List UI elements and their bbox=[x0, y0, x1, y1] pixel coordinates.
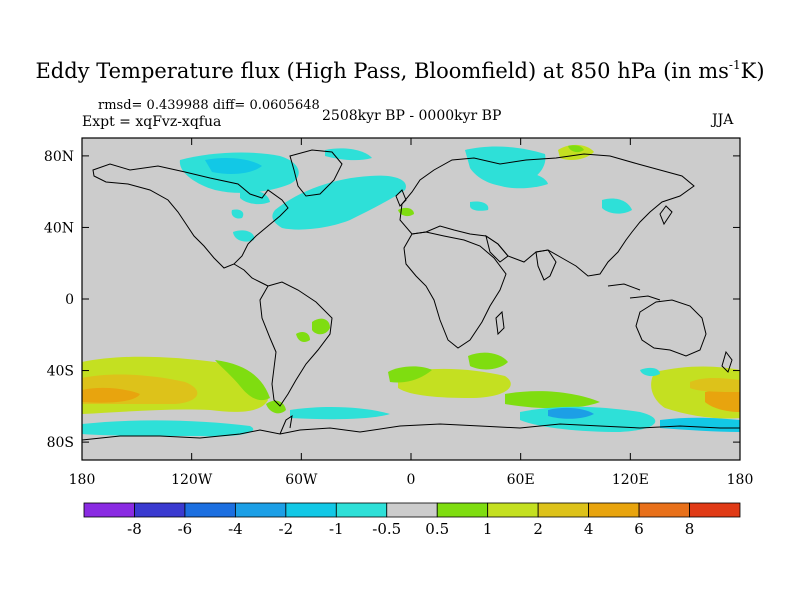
lon-label: 120W bbox=[171, 472, 213, 488]
coast-north-america bbox=[92, 163, 289, 269]
colorbar-label: -8 bbox=[127, 520, 142, 538]
chart-title-end: K) bbox=[740, 59, 765, 83]
coast-uk bbox=[395, 189, 407, 207]
coast-antarctic-peninsula bbox=[279, 414, 293, 435]
anomaly-patch-europe bbox=[398, 207, 414, 217]
colorbar-box bbox=[638, 502, 690, 518]
anomaly-patch-kara-edge bbox=[568, 145, 584, 153]
anomaly-patch-brazil-2 bbox=[296, 332, 310, 342]
chart-title-superscript: -1 bbox=[728, 58, 741, 72]
colorbar-box bbox=[285, 502, 337, 518]
colorbar-label: -2 bbox=[278, 520, 294, 538]
colorbar-box bbox=[436, 502, 489, 518]
anomaly-patch-south-australia-core bbox=[705, 389, 740, 412]
anomaly-patch-southern-pacific-neg bbox=[640, 367, 660, 377]
chart-title: Eddy Temperature flux (High Pass, Bloomf… bbox=[0, 58, 800, 83]
colorbar-box bbox=[184, 502, 236, 518]
coast-australia bbox=[635, 299, 707, 357]
experiment-label: Expt = xqFvz-xqfua bbox=[82, 114, 222, 130]
anomaly-patch-south-pacific-edge bbox=[215, 360, 270, 401]
anomaly-patch-hudson bbox=[240, 190, 270, 205]
coast-south-america bbox=[259, 281, 333, 407]
anomaly-patch-south-atlantic-edge bbox=[388, 366, 432, 383]
coast-new-zealand bbox=[721, 350, 733, 373]
colorbar-box bbox=[537, 502, 590, 518]
colorbar-label: -0.5 bbox=[372, 520, 402, 538]
map-background bbox=[82, 138, 740, 460]
lon-label: 180 bbox=[69, 472, 96, 488]
colorbar bbox=[83, 502, 741, 518]
anomaly-patch-south-indian bbox=[468, 352, 508, 370]
colorbar-label: 0.5 bbox=[425, 520, 450, 538]
coast-africa bbox=[403, 231, 507, 349]
chart-title-main: Eddy Temperature flux (High Pass, Bloomf… bbox=[35, 59, 729, 83]
lon-label: 0 bbox=[407, 472, 416, 488]
anomaly-patch-east-siberia bbox=[490, 169, 548, 189]
season-label: JJA bbox=[712, 112, 734, 128]
coast-arabia bbox=[485, 234, 509, 263]
coast-central-america bbox=[233, 263, 269, 287]
anomaly-patch-south-indian-2 bbox=[505, 391, 600, 409]
colorbar-box bbox=[588, 502, 640, 518]
colorbar-label: 4 bbox=[583, 520, 594, 538]
colorbar-label: -4 bbox=[228, 520, 243, 538]
longitude-axis: 180 120W 60W 0 60E 120E 180 bbox=[69, 138, 754, 488]
coast-japan bbox=[659, 205, 673, 226]
colorbar-label: 6 bbox=[634, 520, 644, 538]
coastlines bbox=[82, 149, 740, 441]
lat-label: 80N bbox=[44, 149, 74, 165]
colorbar-box bbox=[234, 502, 287, 518]
anomaly-patch-pacific-small bbox=[231, 209, 244, 219]
colorbar-label: 2 bbox=[533, 520, 543, 538]
lat-label: 80S bbox=[47, 435, 74, 451]
lon-label: 60W bbox=[285, 472, 318, 488]
colorbar-box bbox=[134, 502, 186, 518]
latitude-axis: 80N 40N 0 40S 80S bbox=[44, 149, 740, 451]
anomaly-field bbox=[82, 144, 740, 437]
lat-label: 40N bbox=[44, 220, 74, 236]
anomaly-patch-antarctic-atlantic bbox=[290, 407, 390, 420]
colorbar-label: 8 bbox=[684, 520, 695, 538]
anomaly-patch-antarctic-west bbox=[82, 420, 254, 437]
anomaly-patch-north-pacific-2 bbox=[470, 201, 489, 211]
lon-label: 120E bbox=[612, 472, 649, 488]
lat-label: 0 bbox=[65, 292, 74, 308]
coast-madagascar bbox=[495, 310, 505, 336]
colorbar-box bbox=[487, 502, 539, 518]
colorbar-box bbox=[83, 502, 135, 518]
stats-label: rmsd= 0.439988 diff= 0.0605648 bbox=[98, 98, 320, 113]
anomaly-patch-north-atlantic bbox=[272, 175, 406, 230]
colorbar-box bbox=[335, 502, 388, 518]
period-label: 2508kyr BP - 0000kyr BP bbox=[322, 108, 502, 124]
colorbar-label: -6 bbox=[177, 520, 193, 538]
anomaly-patch-north-pacific bbox=[602, 198, 632, 214]
anomaly-patch-south-atlantic bbox=[398, 368, 511, 398]
colorbar-box bbox=[386, 502, 438, 518]
anomaly-patch-antarctic-indian-core bbox=[548, 407, 594, 419]
coast-india bbox=[535, 249, 557, 281]
anomaly-patch-south-australia-core2 bbox=[690, 378, 740, 392]
coast-greenland bbox=[289, 149, 343, 197]
anomaly-patch-brazil bbox=[312, 318, 330, 335]
lat-label: 40S bbox=[47, 364, 74, 380]
anomaly-patch-south-pacific-peak bbox=[82, 387, 140, 403]
coast-indonesia bbox=[607, 283, 661, 301]
colorbar-label: 1 bbox=[482, 520, 493, 538]
lon-label: 60E bbox=[507, 472, 535, 488]
lon-label: 180 bbox=[727, 472, 754, 488]
anomaly-patch-canada-core bbox=[205, 158, 262, 174]
colorbar-box bbox=[689, 502, 741, 518]
colorbar-label: -1 bbox=[328, 520, 344, 538]
coast-antarctica bbox=[82, 423, 740, 441]
anomaly-patch-eastern-pacific bbox=[233, 230, 255, 242]
